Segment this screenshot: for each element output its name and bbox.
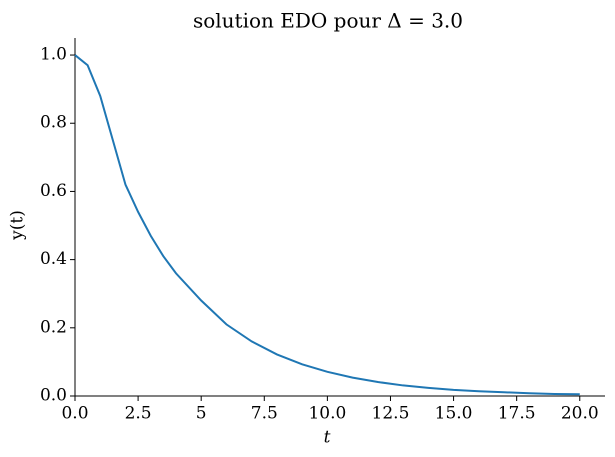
x-tick-label: 0.0	[61, 404, 88, 424]
x-tick-label: 17.5	[498, 404, 536, 424]
y-tick-label: 0.4	[40, 249, 67, 269]
x-tick-label: 20.0	[561, 404, 599, 424]
x-tick-label: 7.5	[251, 404, 278, 424]
chart-title: solution EDO pour Δ = 3.0	[193, 9, 463, 33]
x-tick-label: 10.0	[308, 404, 346, 424]
y-axis-label: y(t)	[8, 210, 28, 241]
y-tick-label: 0.2	[40, 317, 67, 337]
x-tick-label: 15.0	[435, 404, 473, 424]
y-tick-label: 0.0	[40, 386, 67, 406]
y-tick-label: 1.0	[40, 45, 67, 65]
y-tick-label: 0.8	[40, 113, 67, 133]
x-axis-label: t	[324, 428, 331, 448]
y-tick-label: 0.6	[40, 181, 67, 201]
x-tick-label: 5	[196, 404, 207, 424]
x-tick-label: 12.5	[372, 404, 410, 424]
x-tick-label: 2.5	[125, 404, 152, 424]
data-line	[74, 54, 580, 396]
